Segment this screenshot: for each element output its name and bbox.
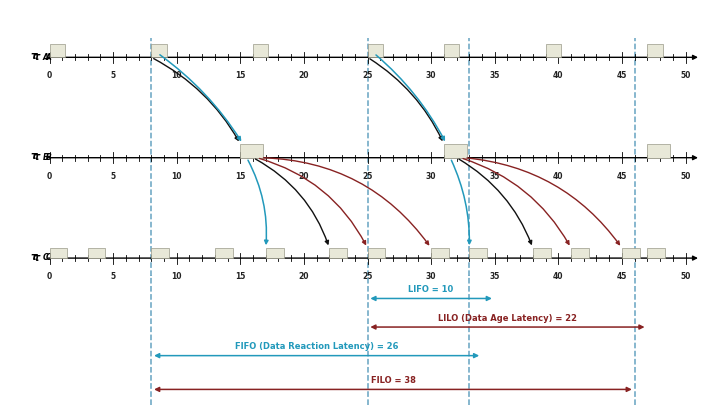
Bar (151, 45, 167, 58)
Text: LIFO = 10: LIFO = 10 (408, 285, 454, 294)
Bar (647, 248, 665, 258)
Text: 40: 40 (553, 271, 564, 280)
Bar (444, 145, 467, 158)
Text: B: B (42, 153, 48, 162)
Bar (266, 248, 283, 258)
Text: 15: 15 (235, 271, 245, 280)
Text: 20: 20 (298, 71, 309, 80)
Text: 10: 10 (171, 171, 182, 180)
Bar (329, 248, 347, 258)
Text: τ: τ (30, 251, 37, 261)
Text: 25: 25 (362, 71, 372, 80)
Text: 30: 30 (426, 271, 436, 280)
Text: 0: 0 (47, 171, 52, 180)
Text: 50: 50 (680, 271, 691, 280)
Bar (470, 248, 487, 258)
Bar (50, 248, 68, 258)
Bar (546, 45, 561, 58)
Text: 40: 40 (553, 171, 564, 180)
Bar (240, 145, 263, 158)
Text: 20: 20 (298, 271, 309, 280)
Text: τ: τ (33, 152, 40, 162)
Text: FIFO (Data Reaction Latency) = 26: FIFO (Data Reaction Latency) = 26 (235, 341, 398, 351)
Bar (622, 248, 640, 258)
Text: 25: 25 (362, 171, 372, 180)
Text: 5: 5 (111, 271, 116, 280)
Text: 10: 10 (171, 271, 182, 280)
Text: τ: τ (33, 252, 40, 262)
Text: B: B (46, 153, 52, 162)
Text: A: A (46, 52, 52, 62)
Text: 40: 40 (553, 71, 564, 80)
Bar (571, 248, 589, 258)
Text: 20: 20 (298, 171, 309, 180)
Bar (444, 45, 459, 58)
Bar (151, 248, 169, 258)
Text: 5: 5 (111, 171, 116, 180)
Text: 35: 35 (490, 71, 500, 80)
Bar (533, 248, 551, 258)
Bar (367, 45, 383, 58)
Text: LILO (Data Age Latency) = 22: LILO (Data Age Latency) = 22 (438, 313, 577, 322)
Text: 0: 0 (47, 71, 52, 80)
Bar (215, 248, 233, 258)
Text: 0: 0 (47, 271, 52, 280)
Text: 35: 35 (490, 271, 500, 280)
Text: FILO = 38: FILO = 38 (370, 375, 416, 384)
Bar (431, 248, 449, 258)
Text: τ: τ (30, 151, 37, 161)
Text: A: A (42, 52, 48, 62)
Text: τ: τ (30, 51, 37, 61)
Text: 50: 50 (680, 71, 691, 80)
Text: 45: 45 (617, 271, 627, 280)
Bar (647, 145, 670, 158)
Text: 45: 45 (617, 71, 627, 80)
Text: 15: 15 (235, 171, 245, 180)
Text: 35: 35 (490, 171, 500, 180)
Text: 50: 50 (680, 171, 691, 180)
Bar (647, 45, 663, 58)
Text: 5: 5 (111, 71, 116, 80)
Text: 30: 30 (426, 71, 436, 80)
Bar (367, 248, 385, 258)
Text: C: C (42, 253, 48, 262)
Bar (253, 45, 268, 58)
Text: 25: 25 (362, 271, 372, 280)
Text: 10: 10 (171, 71, 182, 80)
Bar (88, 248, 106, 258)
Text: 45: 45 (617, 171, 627, 180)
Text: τ: τ (33, 52, 40, 62)
Bar (50, 45, 65, 58)
Text: 30: 30 (426, 171, 436, 180)
Text: 15: 15 (235, 71, 245, 80)
Text: C: C (46, 253, 51, 262)
